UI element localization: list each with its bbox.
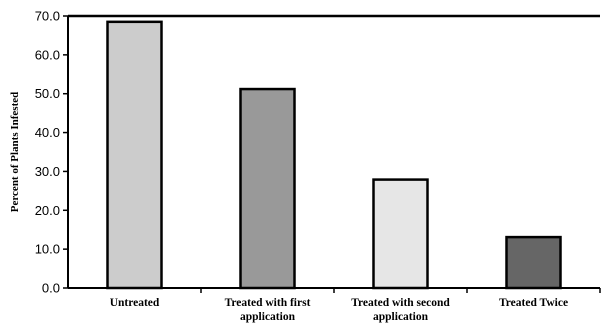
x-axis-labels: Untreated Treated with first applicationTr… — [110, 288, 601, 323]
y-tick-label: 50.0 — [35, 86, 60, 101]
y-tick-label: 10.0 — [35, 242, 60, 257]
bar-0 — [106, 20, 163, 290]
x-category-label-line: Treated with first — [225, 297, 311, 309]
bar-1 — [239, 87, 296, 290]
x-category-label: Treated Twice — [499, 297, 568, 309]
bars — [106, 20, 562, 290]
y-tick-label: 40.0 — [35, 125, 60, 140]
y-axis-title: Percent of Plants Infested — [9, 92, 21, 212]
x-category-label-line: Treated with second — [351, 297, 450, 309]
x-category-label-line: application — [373, 311, 429, 323]
y-tick-label: 20.0 — [35, 203, 60, 218]
x-category-label-line: Treated Twice — [499, 297, 568, 309]
x-category-label-line: application — [240, 311, 296, 323]
x-category-label: Untreated — [110, 297, 160, 309]
x-category-label: Treated with first application — [225, 297, 311, 323]
y-tick-label: 0.0 — [42, 281, 60, 296]
x-category-label: Treated with second application — [351, 297, 450, 323]
x-category-label-line: Untreated — [110, 297, 160, 309]
y-tick-label: 30.0 — [35, 164, 60, 179]
y-axis-ticks: 0.0 10.0 20.0 30.0 40.0 50.0 60.0 70.0 — [35, 9, 68, 296]
y-tick-label: 70.0 — [35, 9, 60, 24]
bar-2 — [372, 178, 429, 290]
y-tick-label: 60.0 — [35, 47, 60, 62]
bar-3 — [505, 235, 562, 290]
